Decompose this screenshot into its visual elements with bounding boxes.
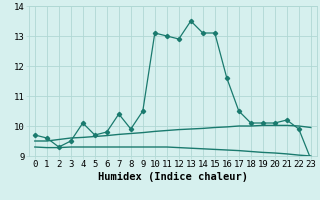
X-axis label: Humidex (Indice chaleur): Humidex (Indice chaleur): [98, 172, 248, 182]
